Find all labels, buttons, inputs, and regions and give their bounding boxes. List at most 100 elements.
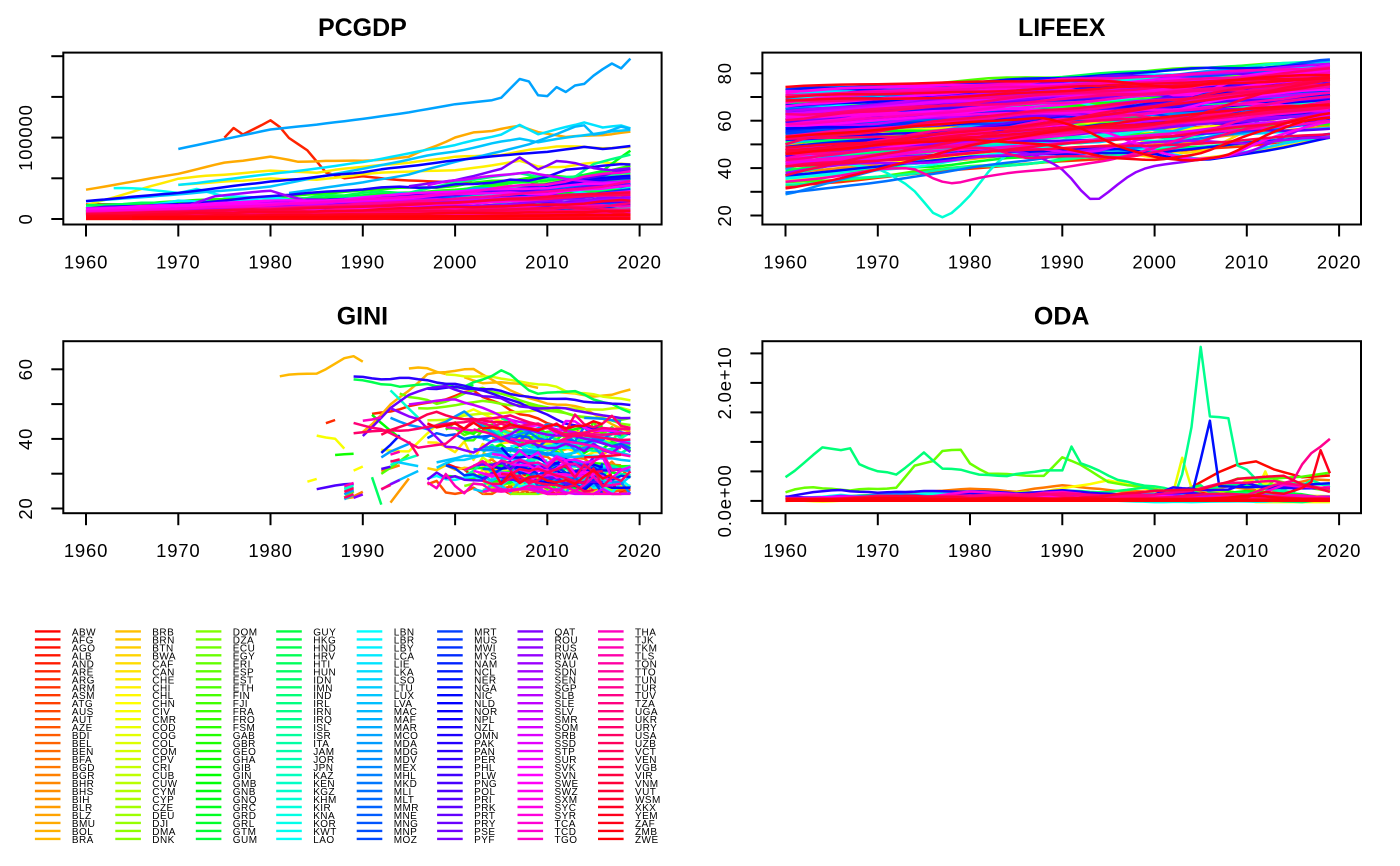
svg-text:VUT: VUT xyxy=(635,787,656,798)
svg-text:RUS: RUS xyxy=(555,643,577,654)
svg-text:EST: EST xyxy=(233,675,254,686)
svg-text:1960: 1960 xyxy=(64,540,108,561)
svg-text:PYF: PYF xyxy=(474,835,495,846)
svg-text:ZWE: ZWE xyxy=(635,835,659,846)
svg-text:1990: 1990 xyxy=(1040,252,1084,273)
svg-text:KWT: KWT xyxy=(313,827,337,838)
svg-text:FSM: FSM xyxy=(233,723,255,734)
svg-text:TCA: TCA xyxy=(555,819,576,830)
svg-text:BLZ: BLZ xyxy=(72,811,92,822)
svg-text:GRC: GRC xyxy=(233,803,257,814)
svg-text:GTM: GTM xyxy=(233,827,257,838)
svg-text:AGO: AGO xyxy=(72,643,96,654)
svg-text:2000: 2000 xyxy=(1132,252,1176,273)
svg-text:LIFEEX: LIFEEX xyxy=(1018,14,1106,42)
svg-text:NCL: NCL xyxy=(474,667,495,678)
svg-text:SRB: SRB xyxy=(555,731,577,742)
svg-text:USA: USA xyxy=(635,731,657,742)
svg-text:FIN: FIN xyxy=(233,691,250,702)
svg-text:PRI: PRI xyxy=(474,795,492,806)
svg-text:FRO: FRO xyxy=(233,715,255,726)
svg-text:MUS: MUS xyxy=(474,635,498,646)
svg-text:NZL: NZL xyxy=(474,723,494,734)
svg-text:BFA: BFA xyxy=(72,755,92,766)
svg-text:NPL: NPL xyxy=(474,715,495,726)
svg-text:GUY: GUY xyxy=(313,627,336,638)
svg-text:GEO: GEO xyxy=(233,747,257,758)
svg-text:SWE: SWE xyxy=(555,779,579,790)
svg-text:IRN: IRN xyxy=(313,707,332,718)
svg-text:KOR: KOR xyxy=(313,819,336,830)
svg-text:GMB: GMB xyxy=(233,779,257,790)
svg-text:LAO: LAO xyxy=(313,835,334,846)
svg-text:XKX: XKX xyxy=(635,803,656,814)
svg-text:ETH: ETH xyxy=(233,683,254,694)
svg-text:TGO: TGO xyxy=(555,835,578,846)
svg-text:SYR: SYR xyxy=(555,811,577,822)
svg-text:MWI: MWI xyxy=(474,643,496,654)
svg-text:ARG: ARG xyxy=(72,675,95,686)
svg-text:GHA: GHA xyxy=(233,755,256,766)
svg-text:UZB: UZB xyxy=(635,739,656,750)
svg-text:KGZ: KGZ xyxy=(313,787,335,798)
svg-text:DOM: DOM xyxy=(233,627,258,638)
svg-text:SMR: SMR xyxy=(555,715,579,726)
svg-text:DZA: DZA xyxy=(233,635,254,646)
svg-text:VIR: VIR xyxy=(635,771,653,782)
svg-text:2020: 2020 xyxy=(617,252,661,273)
svg-text:BLR: BLR xyxy=(72,803,93,814)
svg-text:2000: 2000 xyxy=(1132,540,1176,561)
svg-text:1980: 1980 xyxy=(948,252,992,273)
svg-text:YEM: YEM xyxy=(635,811,658,822)
svg-text:URY: URY xyxy=(635,723,657,734)
svg-text:AUT: AUT xyxy=(72,715,93,726)
svg-text:IND: IND xyxy=(313,691,332,702)
svg-text:1990: 1990 xyxy=(1040,540,1084,561)
svg-text:PLW: PLW xyxy=(474,771,496,782)
svg-text:DNK: DNK xyxy=(152,835,174,846)
svg-text:BGR: BGR xyxy=(72,771,95,782)
svg-text:MDA: MDA xyxy=(394,739,418,750)
svg-text:KHM: KHM xyxy=(313,795,337,806)
svg-text:LBY: LBY xyxy=(394,643,414,654)
svg-text:RWA: RWA xyxy=(555,651,579,662)
svg-text:HTI: HTI xyxy=(313,659,330,670)
svg-text:TTO: TTO xyxy=(635,667,656,678)
svg-text:LKA: LKA xyxy=(394,667,414,678)
svg-text:TZA: TZA xyxy=(635,699,655,710)
svg-text:MHL: MHL xyxy=(394,771,416,782)
svg-text:ATG: ATG xyxy=(72,699,93,710)
svg-text:SYC: SYC xyxy=(555,803,577,814)
svg-text:2020: 2020 xyxy=(617,540,661,561)
svg-text:IMN: IMN xyxy=(313,683,333,694)
svg-text:PAN: PAN xyxy=(474,747,495,758)
svg-text:60: 60 xyxy=(714,110,735,132)
svg-text:CAN: CAN xyxy=(152,667,174,678)
svg-text:PAK: PAK xyxy=(474,739,495,750)
svg-text:CMR: CMR xyxy=(152,715,176,726)
svg-text:60: 60 xyxy=(15,358,36,380)
svg-text:PNG: PNG xyxy=(474,779,497,790)
svg-text:CHE: CHE xyxy=(152,675,174,686)
svg-text:TUV: TUV xyxy=(635,691,656,702)
svg-text:IDN: IDN xyxy=(313,675,332,686)
svg-text:CYP: CYP xyxy=(152,795,174,806)
svg-text:CUW: CUW xyxy=(152,779,177,790)
svg-text:CHI: CHI xyxy=(152,683,171,694)
svg-text:SVN: SVN xyxy=(555,771,577,782)
svg-text:BRA: BRA xyxy=(72,835,94,846)
svg-text:BHS: BHS xyxy=(72,787,94,798)
svg-text:SEN: SEN xyxy=(555,675,577,686)
svg-text:2010: 2010 xyxy=(525,540,569,561)
svg-text:EGY: EGY xyxy=(233,651,255,662)
svg-text:LSO: LSO xyxy=(394,675,415,686)
svg-text:LIE: LIE xyxy=(394,659,410,670)
svg-text:MMR: MMR xyxy=(394,803,419,814)
svg-text:ROU: ROU xyxy=(555,635,579,646)
svg-text:ZAF: ZAF xyxy=(635,819,655,830)
svg-text:CYM: CYM xyxy=(152,787,176,798)
svg-text:COL: COL xyxy=(152,739,174,750)
svg-text:1980: 1980 xyxy=(248,252,292,273)
svg-text:GBR: GBR xyxy=(233,739,256,750)
svg-text:SXM: SXM xyxy=(555,795,578,806)
